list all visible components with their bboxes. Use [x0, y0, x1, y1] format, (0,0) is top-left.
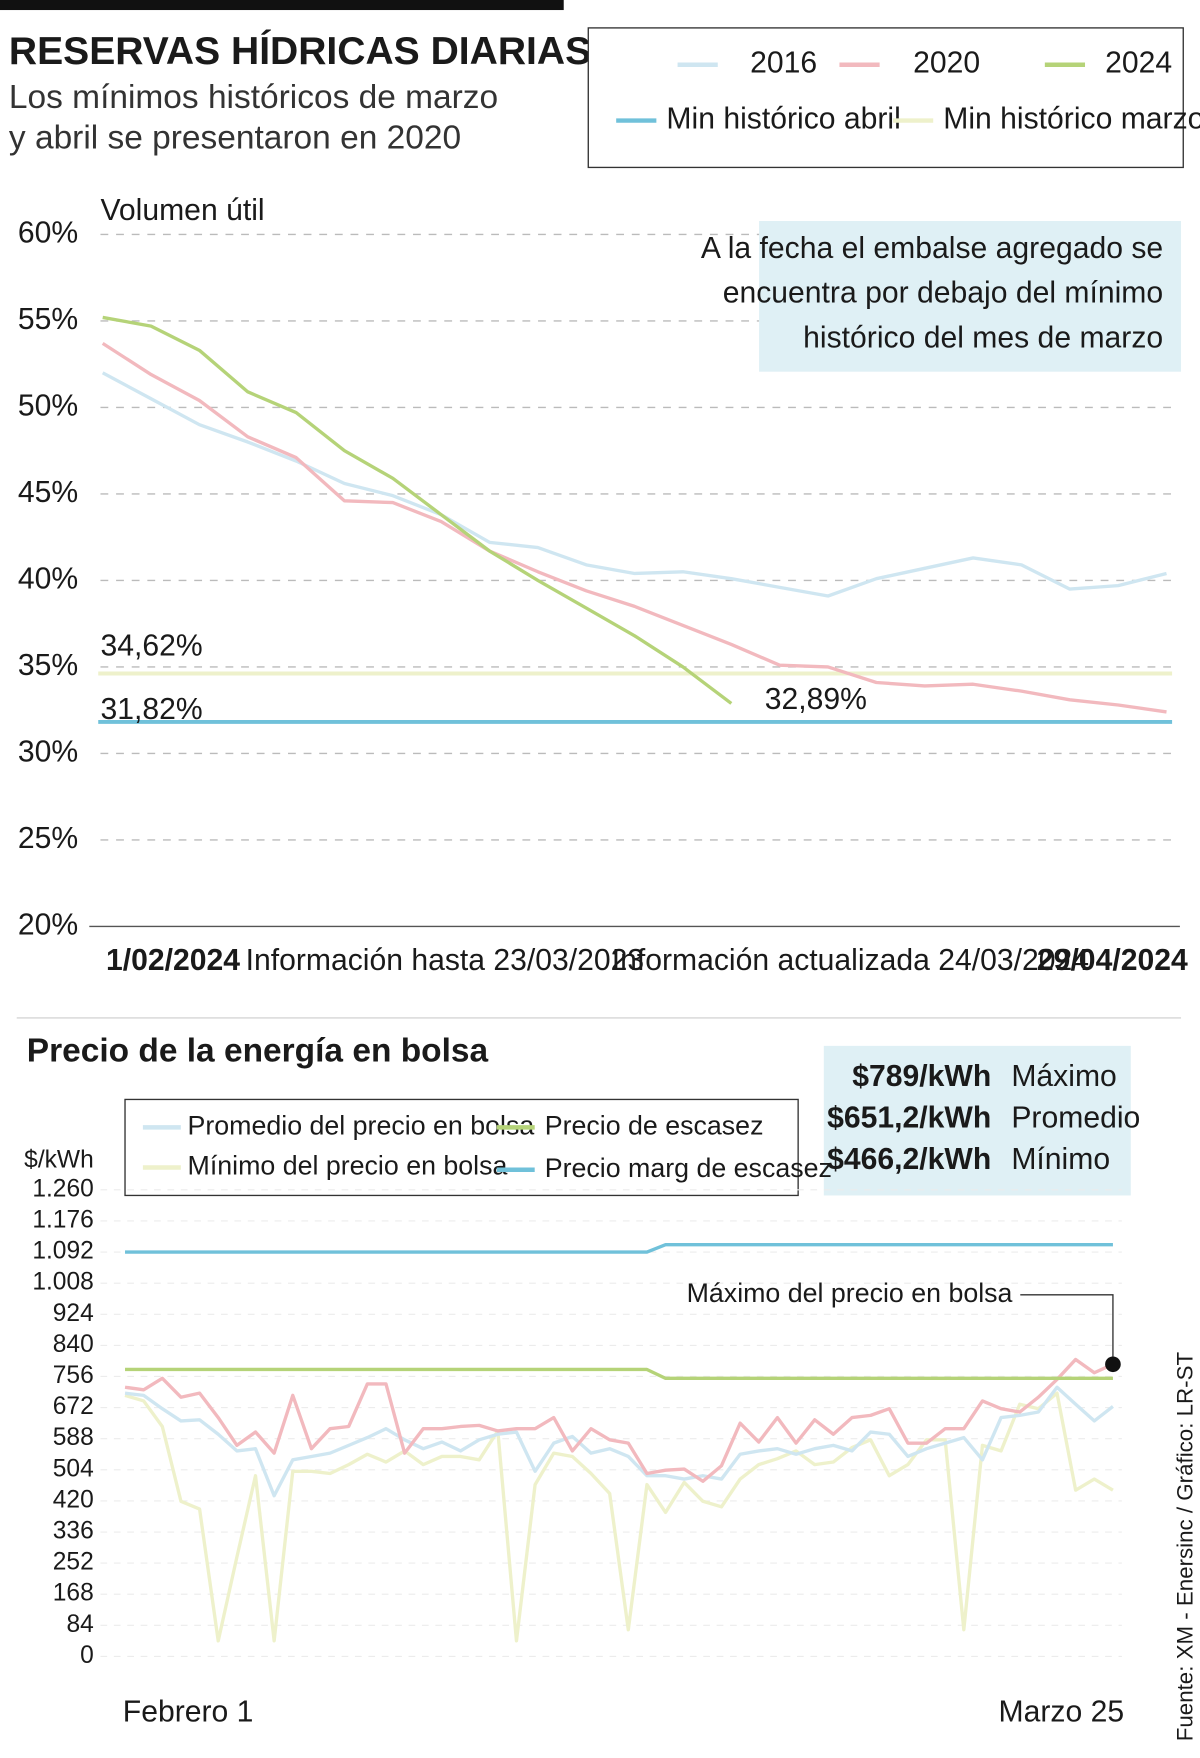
- max-marker: [1105, 1356, 1121, 1373]
- line-series: [125, 1242, 1113, 1254]
- legend-label: Precio marg de escasez: [545, 1153, 832, 1183]
- section-title: Precio de la energía en bolsa: [27, 1032, 489, 1069]
- summary-value: $651,2/kWh: [827, 1101, 991, 1134]
- y-tick-label: 420: [53, 1486, 94, 1513]
- y-tick-label: 924: [53, 1300, 94, 1327]
- annotation-box: [759, 221, 1182, 372]
- y-tick-label: 0: [80, 1642, 94, 1669]
- y-tick-label: 50%: [18, 389, 78, 422]
- legend-label: Precio de escasez: [545, 1110, 764, 1140]
- y-tick-label: 840: [53, 1331, 94, 1358]
- annotation: A la fecha el embalse agregado se: [701, 232, 1163, 265]
- annotation-leader: [1020, 1294, 1114, 1357]
- annotation: encuentra por debajo del mínimo: [723, 277, 1163, 310]
- reference-label: 34,62%: [100, 629, 202, 662]
- source: Fuente: XM - Enersinc / Gráfico: LR-ST: [1172, 1352, 1197, 1742]
- y-tick-label: 30%: [18, 735, 78, 768]
- x-label: Marzo 25: [999, 1695, 1125, 1728]
- line-series: [101, 371, 1167, 598]
- summary-value: $466,2/kWh: [827, 1143, 991, 1176]
- legend-label: Promedio del precio en bolsa: [188, 1110, 535, 1140]
- summary-box: [823, 1045, 1131, 1196]
- y-tick-label: 45%: [18, 476, 78, 509]
- y-tick-label: 35%: [18, 649, 78, 682]
- value-label: 32,89%: [765, 683, 867, 716]
- y-tick-label: 252: [53, 1549, 94, 1576]
- y-tick-label: 336: [53, 1517, 94, 1544]
- y-tick-label: 672: [53, 1393, 94, 1420]
- line-series: [125, 1367, 1113, 1381]
- reference-label: 31,82%: [100, 693, 202, 726]
- legend-label: 2020: [913, 47, 980, 80]
- summary-label: Mínimo: [1011, 1143, 1110, 1176]
- title: RESERVAS HÍDRICAS DIARIAS: [9, 29, 591, 73]
- legend-box: [124, 1098, 799, 1197]
- y-tick-label: 20%: [18, 908, 78, 941]
- subtitle: y abril se presentaron en 2020: [9, 119, 461, 156]
- y-tick-label: 1.176: [32, 1206, 93, 1233]
- x-label: 29/04/2024: [1037, 944, 1188, 977]
- line-series: [124, 1385, 1114, 1498]
- y-tick-label: 756: [53, 1362, 94, 1389]
- y-tick-label: 504: [53, 1455, 94, 1482]
- legend-label: Min histórico abril: [666, 103, 900, 136]
- y-tick-label: 168: [53, 1580, 94, 1607]
- y-tick-label: 1.260: [32, 1175, 93, 1202]
- line-series: [101, 341, 1167, 714]
- legend-label: Min histórico marzo: [943, 103, 1200, 136]
- summary-label: Máximo: [1011, 1060, 1116, 1093]
- y-tick-label: 60%: [18, 216, 78, 249]
- summary-value: $789/kWh: [852, 1060, 991, 1093]
- x-label: Información actualizada 24/03/2024: [612, 944, 1089, 977]
- y-tick-label: 40%: [18, 562, 78, 595]
- y-tick-label: 588: [53, 1424, 94, 1451]
- subtitle: Los mínimos históricos de marzo: [9, 79, 498, 116]
- legend-label: Mínimo del precio en bolsa: [188, 1151, 508, 1181]
- x-label: Febrero 1: [123, 1695, 254, 1728]
- legend-label: 2024: [1105, 47, 1172, 80]
- top-bar: [0, 0, 564, 11]
- y-tick-label: 1.092: [32, 1238, 93, 1265]
- y-axis-label: $/kWh: [24, 1146, 94, 1173]
- line-series: [124, 1391, 1114, 1643]
- line-series: [124, 1357, 1114, 1483]
- legend-box: [587, 27, 1184, 169]
- annotation: histórico del mes de marzo: [803, 321, 1163, 354]
- annotation: Máximo del precio en bolsa: [687, 1278, 1013, 1308]
- summary-label: Promedio: [1011, 1101, 1140, 1134]
- line-series: [102, 315, 733, 705]
- y-tick-label: 1.008: [32, 1269, 93, 1296]
- y-tick-label: 55%: [18, 303, 78, 336]
- x-label: Información hasta 23/03/2023: [246, 944, 645, 977]
- legend-label: 2016: [750, 47, 817, 80]
- y-tick-label: 84: [66, 1611, 93, 1638]
- y-tick-label: 25%: [18, 822, 78, 855]
- x-label: 1/02/2024: [106, 944, 240, 977]
- y-axis-label: Volumen útil: [100, 194, 264, 227]
